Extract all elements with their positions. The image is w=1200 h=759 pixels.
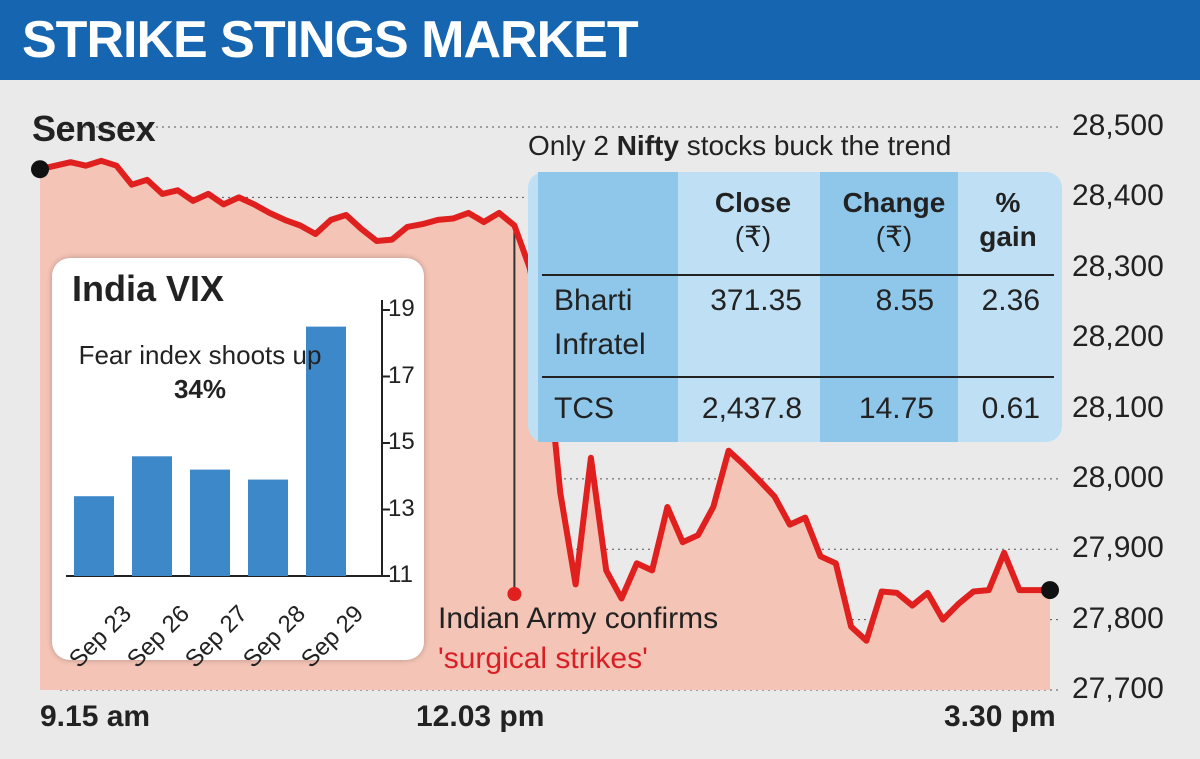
- table-header-change: Change (₹): [820, 186, 968, 254]
- y-tick-label: 28,300: [1072, 249, 1164, 283]
- vix-y-tick-label: 13: [388, 494, 415, 522]
- vix-subtitle-text: Fear index shoots up: [78, 340, 322, 370]
- x-tick-end: 3.30 pm: [944, 700, 1056, 733]
- table-header-close: Close (₹): [688, 186, 818, 254]
- table-row-2-gain: 0.61: [981, 392, 1040, 425]
- table-rule-mid: [542, 376, 1054, 378]
- vix-bar: [248, 479, 288, 576]
- y-tick-label: 28,200: [1072, 320, 1164, 354]
- vix-y-tick-label: 17: [388, 361, 415, 389]
- table-header-gain-label: %: [995, 187, 1021, 218]
- table-row-1-change: 8.55: [875, 284, 934, 317]
- y-tick-label: 28,000: [1072, 460, 1164, 494]
- table-row-2-name: TCS: [554, 392, 614, 425]
- table-rule-top: [542, 274, 1054, 276]
- vix-subtitle-value: 34%: [173, 374, 227, 404]
- event-annotation-line1: Indian Army confirms: [438, 602, 719, 635]
- table-row-2-change: 14.75: [858, 392, 934, 425]
- table-caption-bold: Nifty: [616, 130, 679, 161]
- table-col-shade-change: [820, 172, 958, 442]
- table-col-shade-name: [538, 172, 678, 442]
- vix-bar: [190, 469, 230, 576]
- table-row-1-gain: 2.36: [981, 284, 1040, 317]
- table-header-change-label: Change: [842, 187, 946, 218]
- table-header-gain-unit: gain: [979, 221, 1037, 252]
- sensex-chart-title: Sensex: [32, 108, 156, 149]
- y-tick-label: 27,800: [1072, 601, 1164, 635]
- vix-y-tick-label: 11: [388, 561, 413, 588]
- y-tick-label: 28,100: [1072, 390, 1164, 424]
- event-point: [507, 587, 522, 601]
- vix-panel: India VIX Fear index shoots up 34% 19 17 1…: [52, 258, 424, 673]
- event-annotation-line2: 'surgical strikes': [438, 642, 648, 675]
- vix-subtitle: Fear index shoots up 34%: [70, 338, 330, 406]
- x-tick-start: 9.15 am: [40, 700, 151, 733]
- y-tick-label: 28,500: [1072, 109, 1164, 142]
- y-tick-label: 28,400: [1072, 179, 1164, 213]
- table-caption-pre: Only 2: [528, 130, 617, 161]
- table-header-close-label: Close: [714, 187, 792, 218]
- vix-bar-chart: [66, 300, 390, 577]
- table-caption: Only 2 Nifty stocks buck the trend: [528, 130, 951, 162]
- vix-bar: [132, 456, 172, 576]
- page-title: STRIKE STINGS MARKET: [22, 11, 639, 69]
- y-tick-label: 27,700: [1072, 672, 1164, 705]
- x-tick-event: 12.03 pm: [416, 700, 545, 733]
- vix-bar: [306, 326, 346, 576]
- vix-y-tick-label: 19: [388, 295, 415, 322]
- stocks-table: Close (₹) Change (₹) % gain Bharti Infra…: [528, 172, 1062, 442]
- table-row-1-name-line1: Bharti: [554, 284, 633, 317]
- y-tick-label: 27,900: [1072, 531, 1164, 565]
- vix-title: India VIX: [72, 268, 225, 309]
- table-header-change-unit: (₹): [875, 221, 913, 252]
- table-caption-post: stocks buck the trend: [678, 130, 952, 161]
- table-row-1-name-line2: Infratel: [554, 328, 646, 361]
- vix-bar: [74, 496, 114, 576]
- table-row-2-close: 2,437.8: [701, 392, 802, 425]
- header-banner: STRIKE STINGS MARKET: [0, 0, 1200, 80]
- table-row-1-close: 371.35: [710, 284, 802, 317]
- table-header-gain: % gain: [958, 186, 1058, 254]
- table-header-close-unit: (₹): [734, 221, 772, 252]
- vix-y-tick-label: 15: [388, 428, 415, 455]
- start-point: [31, 160, 49, 179]
- end-point: [1041, 581, 1059, 600]
